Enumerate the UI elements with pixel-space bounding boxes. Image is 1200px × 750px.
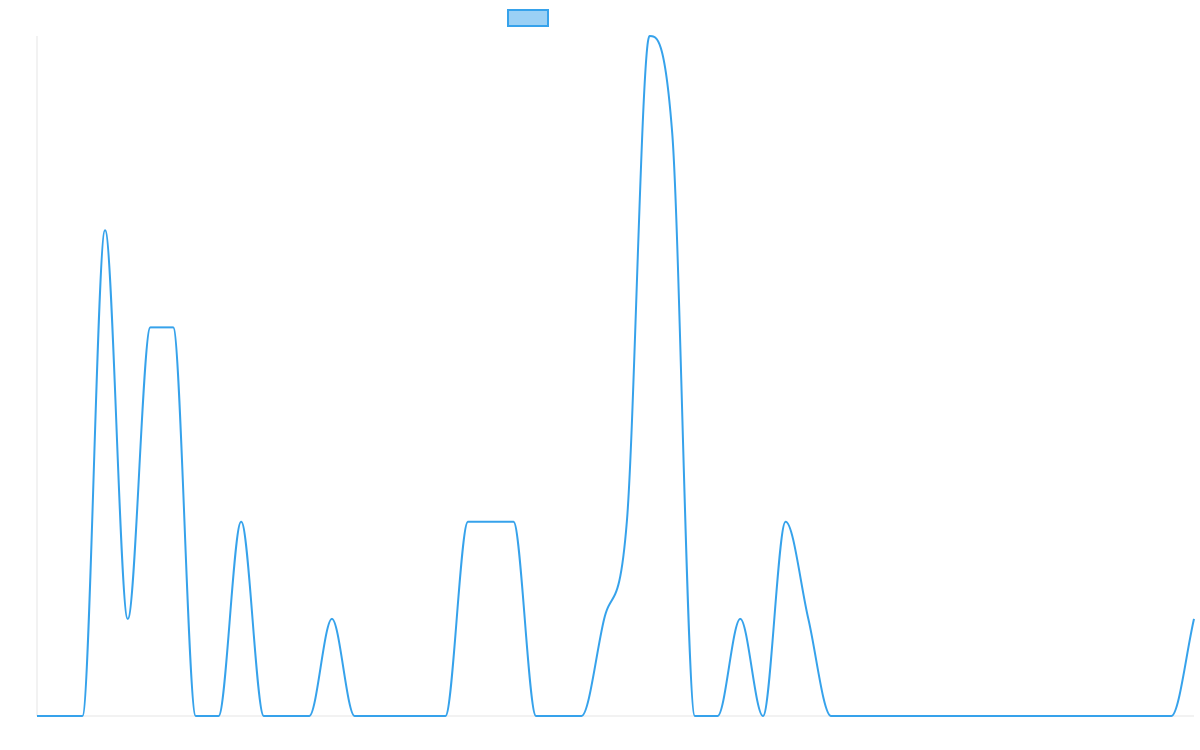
data-point — [1191, 616, 1197, 622]
data-point — [215, 713, 221, 719]
axes — [36, 36, 1194, 717]
data-point — [647, 33, 653, 39]
data-point — [1032, 713, 1038, 719]
data-point — [669, 130, 675, 136]
data-point — [737, 616, 743, 622]
data-point — [261, 713, 267, 719]
data-point — [601, 616, 607, 622]
data-point — [760, 713, 766, 719]
data-point — [170, 324, 176, 330]
data-point — [397, 713, 403, 719]
data-point — [193, 713, 199, 719]
data-point — [964, 713, 970, 719]
data-point — [1010, 713, 1016, 719]
data-point — [1055, 713, 1061, 719]
data-point — [715, 713, 721, 719]
data-point — [828, 713, 834, 719]
data-point — [442, 713, 448, 719]
data-point — [578, 713, 584, 719]
data-point — [873, 713, 879, 719]
data-point — [79, 713, 85, 719]
data-point — [919, 713, 925, 719]
data-point — [783, 519, 789, 525]
data-point — [465, 519, 471, 525]
data-point — [510, 519, 516, 525]
data-point — [1168, 713, 1174, 719]
data-point — [420, 713, 426, 719]
data-point — [284, 713, 290, 719]
data-point — [896, 713, 902, 719]
data-point — [851, 713, 857, 719]
data-point — [238, 519, 244, 525]
data-point — [57, 713, 63, 719]
data-point — [1123, 713, 1129, 719]
data-point — [352, 713, 358, 719]
data-point — [692, 713, 698, 719]
data-point — [1146, 713, 1152, 719]
data-point — [34, 713, 40, 719]
data-point — [102, 227, 108, 233]
data-point — [306, 713, 312, 719]
series-line-0 — [37, 35, 1195, 717]
data-point — [488, 519, 494, 525]
data-point — [1100, 713, 1106, 719]
legend-swatch[interactable] — [507, 9, 549, 27]
data-point — [805, 616, 811, 622]
data-point — [556, 713, 562, 719]
data-point — [329, 616, 335, 622]
data-point — [125, 616, 131, 622]
data-point — [147, 324, 153, 330]
data-point — [533, 713, 539, 719]
data-point — [987, 713, 993, 719]
series-layer — [34, 33, 1197, 719]
data-point — [374, 713, 380, 719]
data-point — [624, 519, 630, 525]
data-point — [941, 713, 947, 719]
legend[interactable] — [507, 9, 549, 27]
data-point — [1078, 713, 1084, 719]
